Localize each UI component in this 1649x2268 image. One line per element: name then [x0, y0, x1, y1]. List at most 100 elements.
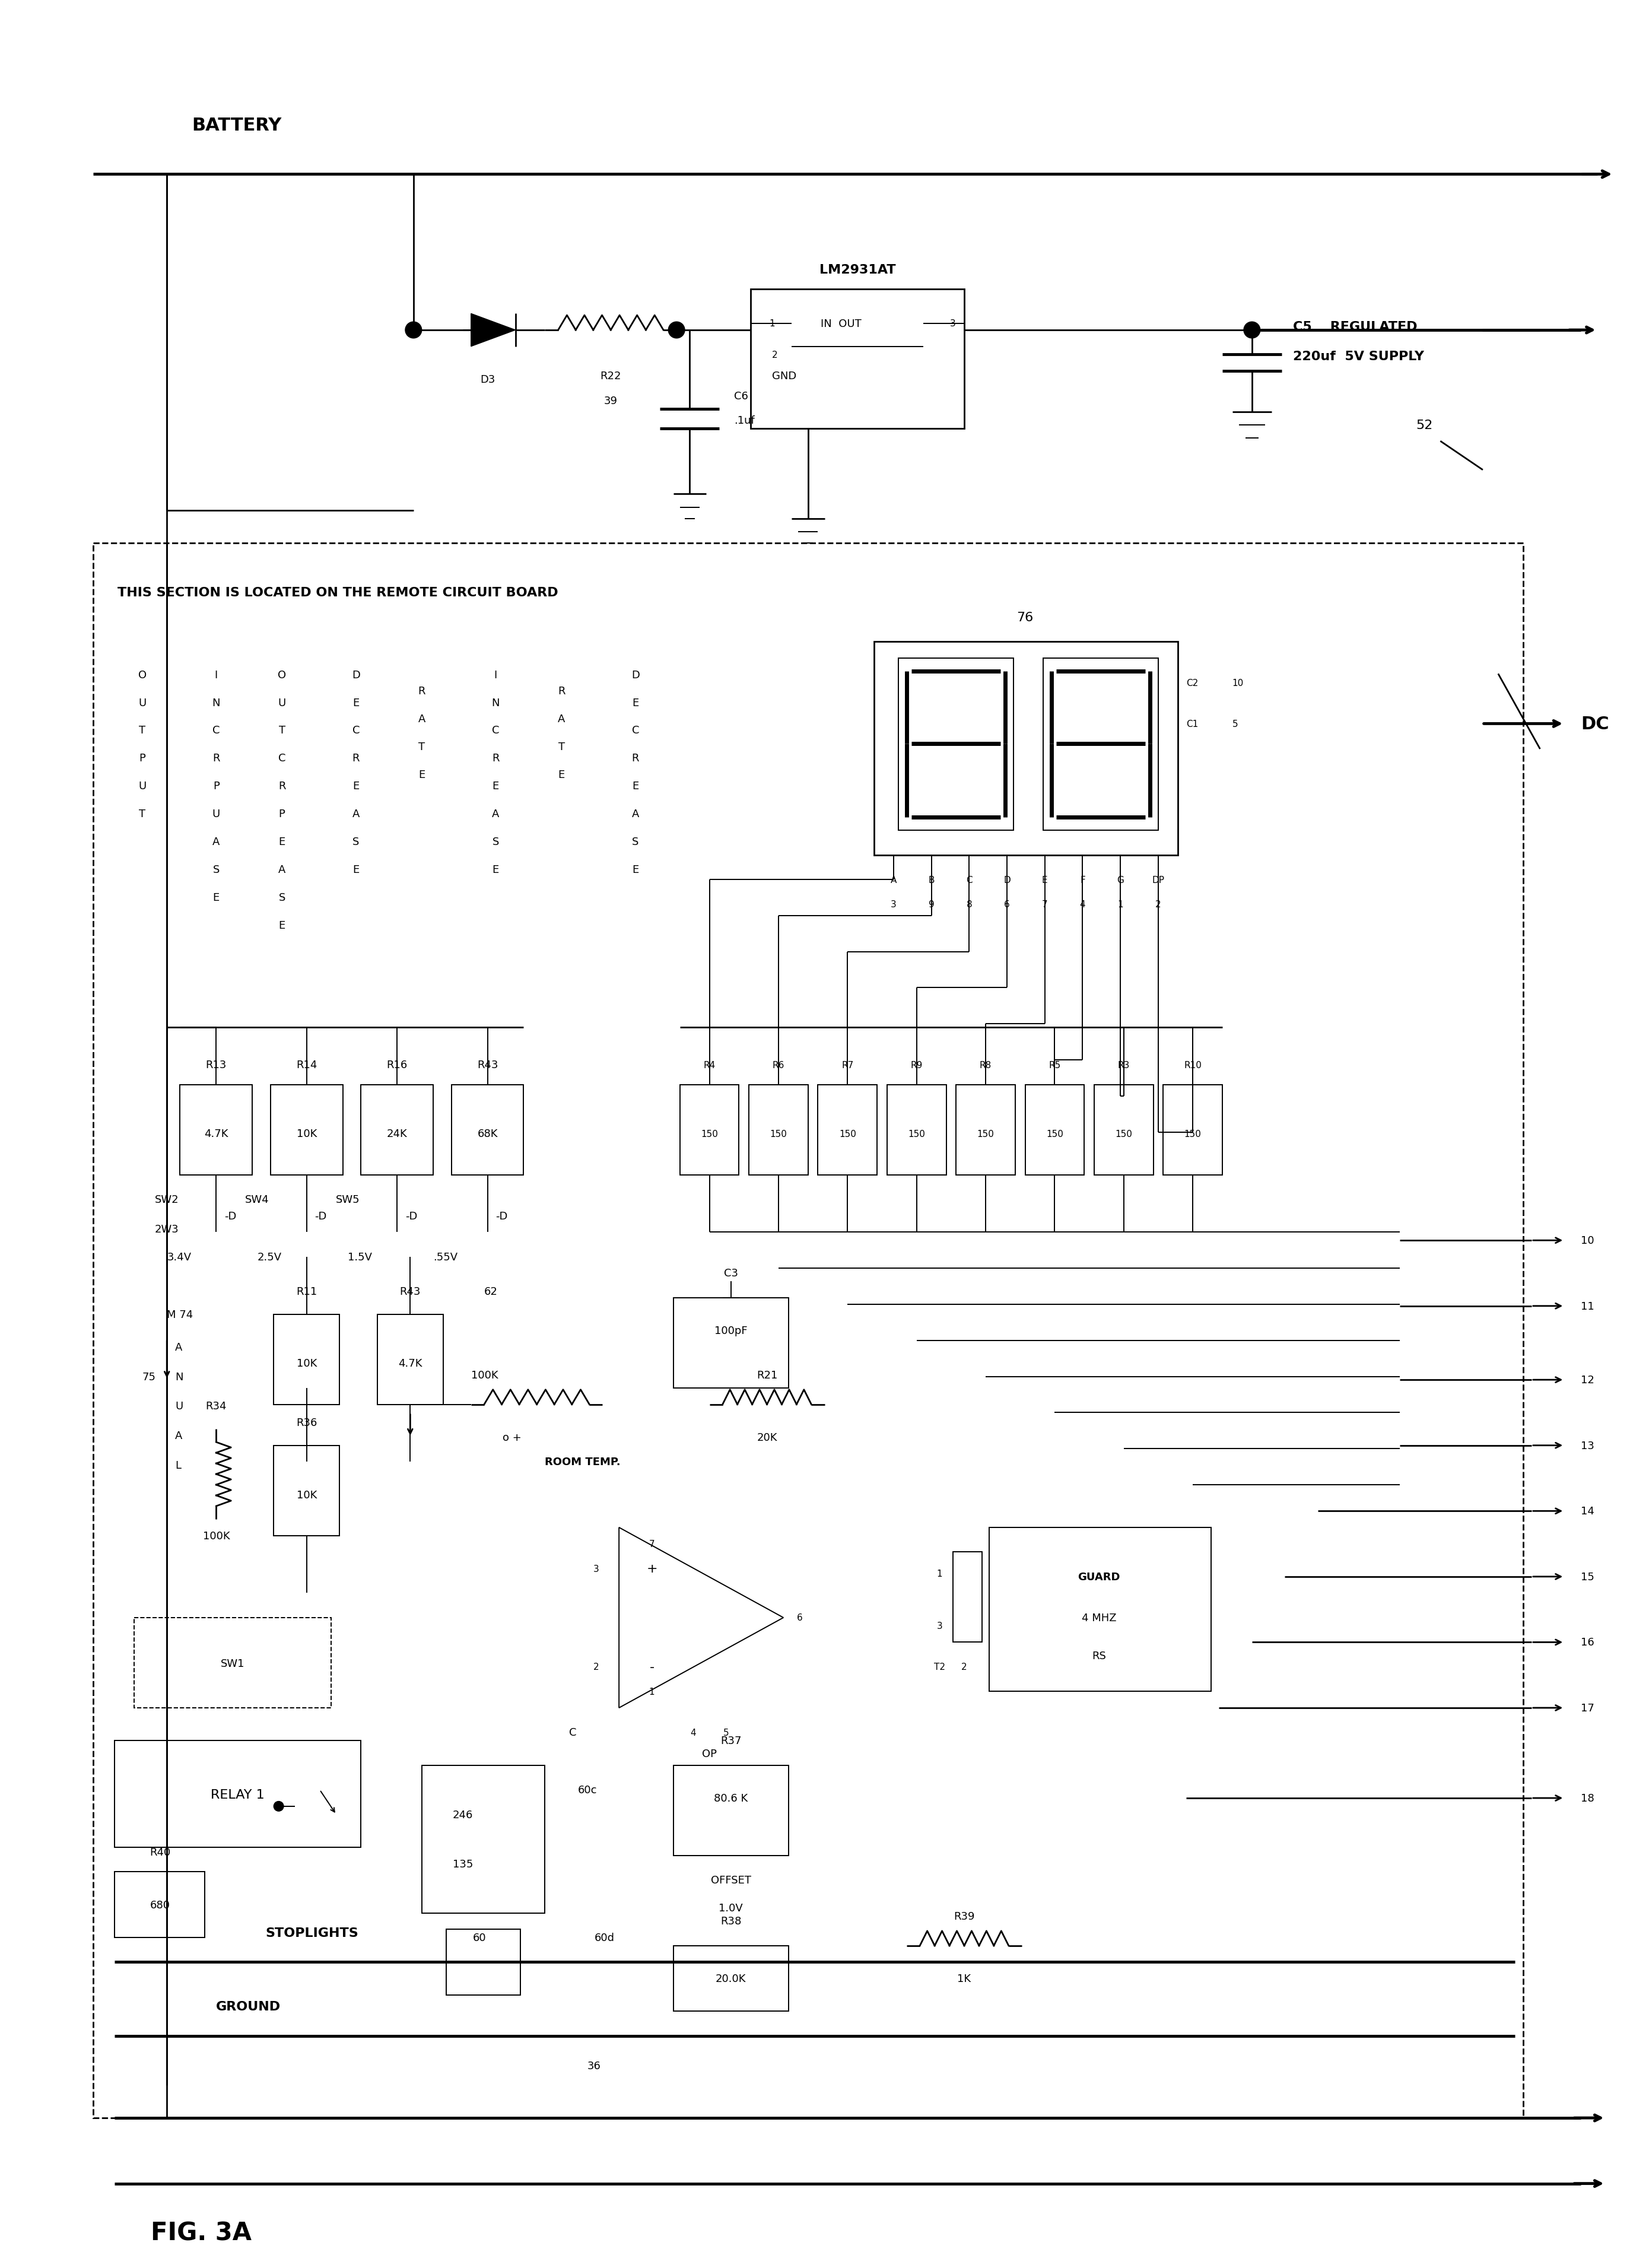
Text: 12: 12 [1581, 1374, 1595, 1386]
Text: 16: 16 [1581, 1637, 1595, 1649]
Text: U: U [139, 780, 147, 792]
Text: 10K: 10K [297, 1490, 317, 1499]
Polygon shape [472, 313, 516, 347]
Text: D: D [1004, 875, 1011, 885]
Text: SW4: SW4 [246, 1195, 269, 1204]
Text: 100K: 100K [472, 1370, 498, 1381]
Text: C: C [966, 875, 973, 885]
Text: C: C [491, 726, 500, 735]
Text: T: T [557, 742, 564, 753]
Circle shape [1243, 322, 1260, 338]
Text: 1: 1 [768, 320, 775, 329]
Text: 100K: 100K [203, 1531, 229, 1542]
Bar [749, 1084, 808, 1175]
Text: N: N [213, 696, 221, 708]
Text: R10: R10 [1184, 1061, 1202, 1070]
Text: 3: 3 [594, 1565, 599, 1574]
Bar [92, 544, 1524, 2118]
Bar [818, 1084, 877, 1175]
Text: 5: 5 [1232, 719, 1238, 728]
Text: R: R [632, 753, 640, 764]
Text: I: I [214, 669, 218, 680]
Text: 75: 75 [142, 1372, 157, 1381]
Bar [989, 1529, 1210, 1692]
Text: E: E [632, 780, 638, 792]
Text: 14: 14 [1581, 1506, 1595, 1517]
Text: S: S [279, 894, 285, 903]
Text: 2.5V: 2.5V [257, 1252, 282, 1263]
Bar [673, 1765, 788, 1855]
Text: L: L [175, 1461, 181, 1470]
Text: O: O [277, 669, 287, 680]
Text: E: E [419, 769, 425, 780]
Text: THIS SECTION IS LOCATED ON THE REMOTE CIRCUIT BOARD: THIS SECTION IS LOCATED ON THE REMOTE CI… [117, 587, 559, 599]
Text: T: T [139, 810, 145, 819]
Text: 8: 8 [966, 900, 971, 909]
Bar [361, 1084, 434, 1175]
Bar [378, 1315, 444, 1404]
Bar [750, 290, 965, 429]
Text: 246: 246 [452, 1810, 473, 1819]
Text: SW5: SW5 [336, 1195, 359, 1204]
Text: 150: 150 [770, 1129, 787, 1139]
Text: A: A [213, 837, 219, 848]
Text: R: R [491, 753, 500, 764]
Text: R: R [213, 753, 219, 764]
Text: 10: 10 [1581, 1236, 1595, 1245]
Text: U: U [213, 810, 219, 819]
Text: G: G [1116, 875, 1125, 885]
Text: F: F [1080, 875, 1085, 885]
Bar [1095, 1084, 1153, 1175]
Text: 10: 10 [1232, 678, 1243, 687]
Text: S: S [213, 864, 219, 875]
Text: R5: R5 [1049, 1061, 1060, 1070]
Text: 9: 9 [928, 900, 935, 909]
Text: 1: 1 [1118, 900, 1123, 909]
Text: E: E [557, 769, 566, 780]
Text: DP: DP [1153, 875, 1164, 885]
Text: D: D [351, 669, 359, 680]
Text: C: C [353, 726, 359, 735]
Text: 15: 15 [1581, 1572, 1595, 1583]
Text: E: E [493, 864, 500, 875]
Bar [274, 1445, 340, 1535]
Text: 10K: 10K [297, 1359, 317, 1370]
Text: 1: 1 [650, 1687, 655, 1696]
Text: E: E [353, 696, 359, 708]
Text: E: E [279, 837, 285, 848]
Text: U: U [175, 1402, 183, 1411]
Text: 4.7K: 4.7K [397, 1359, 422, 1370]
Text: 1.0V: 1.0V [719, 1903, 744, 1914]
Text: E: E [1042, 875, 1047, 885]
Bar [899, 658, 1014, 830]
Text: E: E [353, 780, 359, 792]
Text: N: N [491, 696, 500, 708]
Bar [447, 1930, 521, 1996]
Text: 150: 150 [1045, 1129, 1064, 1139]
Text: 60: 60 [473, 1932, 486, 1944]
Text: 3: 3 [890, 900, 897, 909]
Text: A: A [632, 810, 640, 819]
Text: GUARD: GUARD [1078, 1572, 1120, 1583]
Text: .1uf: .1uf [734, 415, 755, 426]
Text: 60c: 60c [577, 1785, 597, 1796]
Text: S: S [353, 837, 359, 848]
Text: R: R [279, 780, 285, 792]
Text: 150: 150 [1184, 1129, 1202, 1139]
Bar [673, 1946, 788, 2012]
Text: 76: 76 [1017, 612, 1034, 624]
Text: R38: R38 [721, 1916, 742, 1926]
Text: -D: -D [406, 1211, 417, 1222]
Text: R40: R40 [150, 1846, 171, 1857]
Text: C: C [279, 753, 285, 764]
Text: 10K: 10K [297, 1129, 317, 1139]
Text: 20.0K: 20.0K [716, 1973, 745, 1984]
Text: 60d: 60d [594, 1932, 615, 1944]
Bar [1163, 1084, 1222, 1175]
Text: 2: 2 [594, 1662, 599, 1672]
Text: E: E [632, 864, 638, 875]
Text: N: N [175, 1372, 183, 1381]
Text: C: C [632, 726, 640, 735]
Text: SW1: SW1 [221, 1658, 244, 1669]
Bar [874, 642, 1177, 855]
